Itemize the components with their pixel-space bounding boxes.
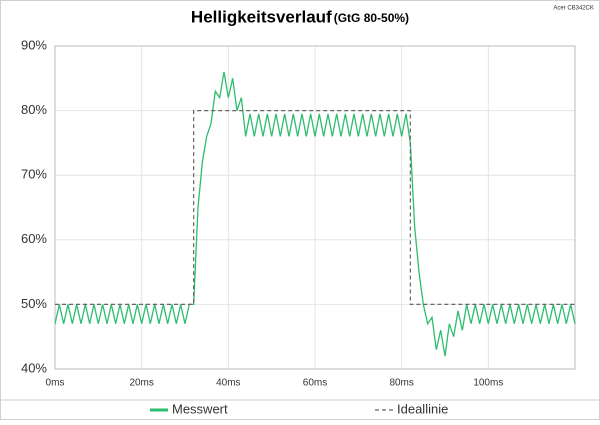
legend-label: Ideallinie: [397, 401, 448, 416]
y-tick-label: 80%: [21, 102, 47, 117]
x-tick-label: 100ms: [473, 378, 503, 389]
y-tick-label: 70%: [21, 167, 47, 182]
x-tick-label: 60ms: [303, 378, 327, 389]
legend-label: Messwert: [172, 401, 228, 416]
y-tick-label: 50%: [21, 296, 47, 311]
measured-line: [54, 71, 576, 357]
x-tick-label: 80ms: [389, 378, 413, 389]
plot-border: [54, 45, 576, 370]
x-tick-label: 40ms: [216, 378, 240, 389]
y-tick-label: 60%: [21, 231, 47, 246]
chart-title: Helligkeitsverlauf: [191, 7, 332, 26]
x-tick-label: 0ms: [46, 378, 65, 389]
ideal-line: [55, 110, 575, 305]
y-tick-label: 40%: [21, 360, 47, 375]
chart-subtitle: (GtG 80-50%): [334, 11, 409, 25]
x-tick-label: 20ms: [129, 378, 153, 389]
annotation: Acer CB342CK: [553, 6, 594, 12]
y-tick-label: 90%: [21, 37, 47, 52]
